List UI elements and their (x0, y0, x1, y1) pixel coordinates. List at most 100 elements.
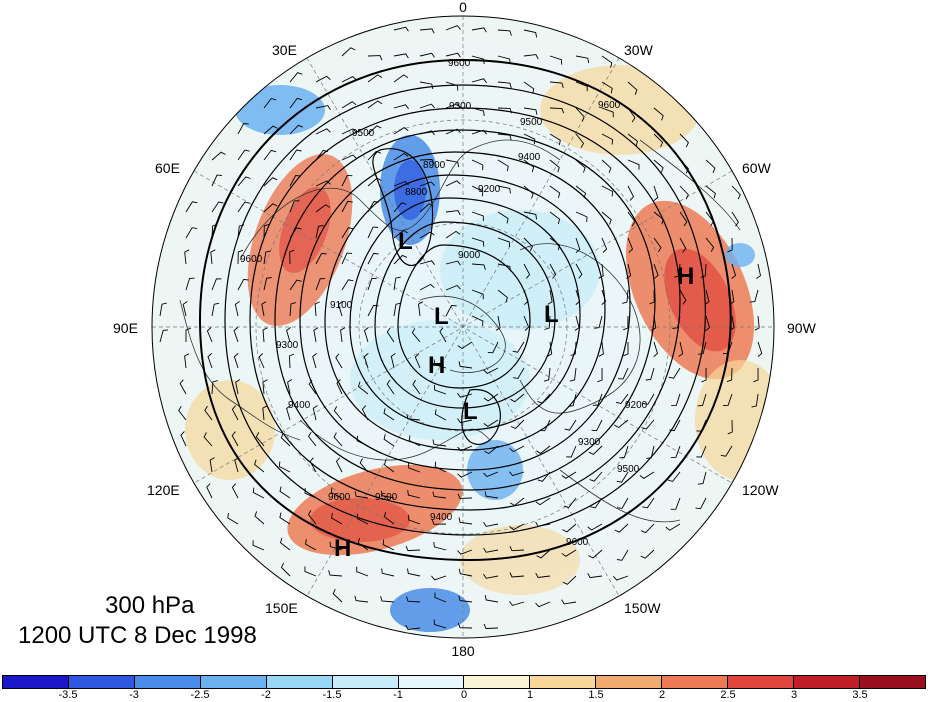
wind-barb (653, 159, 664, 173)
wind-barb (458, 517, 473, 525)
wind-barb (471, 263, 486, 270)
wind-barb (332, 588, 343, 603)
wind-barb (380, 596, 395, 603)
wind-barb (335, 457, 343, 473)
wind-barb (484, 595, 499, 603)
wind-barb (367, 177, 382, 187)
wind-barb (575, 107, 585, 122)
wind-barb (289, 72, 303, 83)
wind-barb (419, 103, 435, 109)
height-contours (198, 58, 732, 562)
low-center: L (544, 301, 559, 328)
wind-barb (574, 315, 580, 331)
wind-barb (206, 483, 213, 499)
wind-barb (471, 55, 485, 65)
wind-barb (184, 249, 190, 265)
wind-barb (549, 133, 561, 146)
wind-barb (341, 101, 357, 109)
wind-barb (419, 28, 435, 34)
wind-barb (333, 406, 343, 421)
wind-barb (705, 315, 711, 331)
wind-barb (471, 185, 484, 197)
wind-barb (354, 491, 369, 499)
map-title-level: 300 hPa (105, 592, 195, 619)
wind-barb (341, 76, 357, 83)
wind-barb (726, 367, 733, 383)
wind-barb (341, 47, 356, 57)
wind-barb (523, 133, 536, 145)
wind-barb (367, 252, 379, 265)
wind-barb (445, 52, 461, 58)
colorbar-tick-label: -2 (261, 689, 271, 701)
wind-barb (549, 81, 564, 89)
wind-barb (523, 289, 529, 305)
wind-barb (591, 419, 603, 432)
wind-barb (575, 133, 585, 148)
wind-barb (509, 546, 525, 552)
wind-barb (445, 103, 461, 109)
wind-barb (408, 435, 421, 447)
wind-barb (315, 252, 327, 265)
lon-label-120w: 120W (742, 482, 779, 498)
wind-barb (563, 497, 577, 509)
wind-barb (405, 624, 421, 630)
wind-barb (614, 419, 629, 429)
lon-label-90e: 90E (113, 320, 138, 336)
wind-barb (408, 514, 421, 525)
wind-barb (549, 55, 563, 65)
wind-barb (367, 226, 379, 239)
wind-barb (419, 130, 435, 136)
wind-barb (471, 289, 484, 300)
wind-barb (562, 575, 577, 585)
wind-barb (445, 159, 460, 168)
wind-barb (569, 367, 577, 382)
wind-barb (341, 154, 357, 161)
wind-barb (393, 26, 409, 32)
wind-barb (381, 568, 395, 577)
wind-barb (445, 180, 461, 187)
wind-barb (386, 379, 395, 395)
wind-barb (594, 315, 603, 329)
wind-barb (231, 483, 239, 499)
wind-barb (328, 570, 343, 577)
wind-barb (405, 545, 421, 552)
wind-barb (575, 263, 583, 279)
contour-label: 9300 (578, 437, 601, 448)
wind-barb (536, 445, 551, 454)
wind-barb (471, 107, 485, 117)
wind-barb (723, 393, 733, 406)
wind-barb (211, 380, 218, 395)
wind-barb (497, 211, 509, 224)
wind-barb (204, 405, 213, 421)
wind-barb (509, 523, 525, 531)
wind-barb (575, 81, 588, 92)
wind-barb (568, 393, 577, 407)
wind-barb (672, 315, 681, 329)
colorbar-tick-label: -2.5 (190, 689, 210, 701)
wind-barb (695, 497, 707, 510)
wind-barb (756, 263, 762, 279)
wind-barb (497, 29, 512, 36)
wind-barb (512, 341, 525, 353)
wind-barb (185, 327, 191, 342)
wind-barb (367, 55, 383, 61)
wind-barb (653, 263, 659, 279)
wind-barb (233, 327, 239, 343)
wind-barb (407, 490, 421, 499)
contour-label: 9000 (458, 250, 481, 261)
wind-barb (211, 174, 223, 187)
wind-barb (471, 237, 485, 247)
wind-barb (434, 409, 447, 421)
wind-barb (562, 523, 577, 533)
wind-barb (357, 537, 369, 551)
wind-barb (330, 487, 343, 499)
wind-barb (457, 622, 473, 629)
wind-barb (367, 74, 383, 83)
wind-barb (535, 497, 551, 506)
wind-barb (367, 277, 377, 291)
wind-barb (561, 471, 577, 479)
wind-barb (623, 315, 629, 331)
colorbar-tick-label: 1 (526, 689, 534, 701)
wind-barb (280, 432, 291, 447)
wind-barb (237, 249, 244, 265)
